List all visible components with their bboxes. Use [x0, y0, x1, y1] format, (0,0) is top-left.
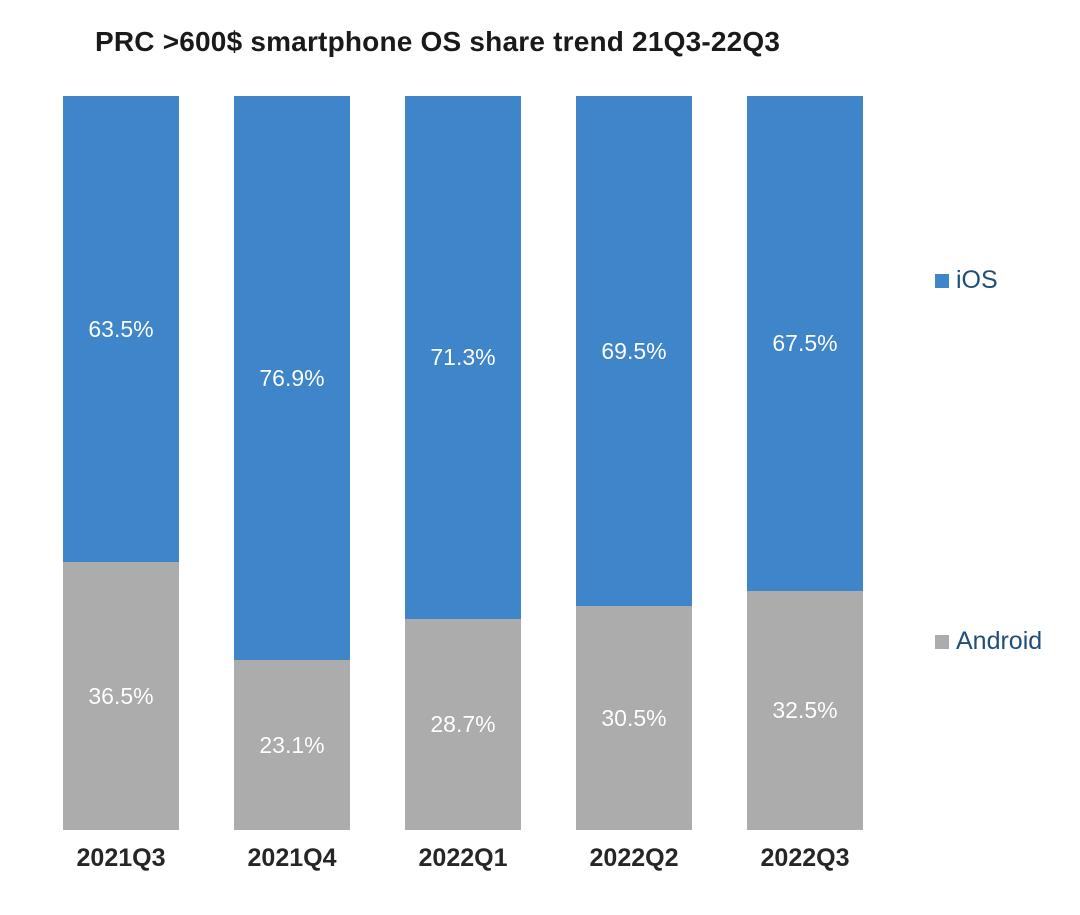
bar-segment-android: 30.5%	[576, 606, 692, 830]
bar-column: 76.9% 23.1% 2021Q4	[234, 96, 350, 886]
legend-item-ios: iOS	[935, 266, 998, 295]
bar-stack: 76.9% 23.1%	[234, 96, 350, 830]
bar-stack: 71.3% 28.7%	[405, 96, 521, 830]
bar-segment-ios: 69.5%	[576, 96, 692, 607]
bar-segment-android: 36.5%	[63, 562, 179, 830]
android-legend-swatch-icon	[935, 634, 949, 649]
bar-segment-ios: 67.5%	[747, 96, 863, 592]
legend: iOS Android	[935, 0, 1075, 915]
data-label: 67.5%	[772, 330, 838, 357]
category-label: 2021Q3	[76, 844, 166, 872]
category-label: 2022Q1	[418, 844, 508, 872]
data-label: 30.5%	[601, 704, 667, 731]
bar-column: 67.5% 32.5% 2022Q3	[747, 96, 863, 886]
bar-segment-ios: 76.9%	[234, 96, 350, 661]
bar-column: 71.3% 28.7% 2022Q1	[405, 96, 521, 886]
bar-stack: 69.5% 30.5%	[576, 96, 692, 830]
data-label: 36.5%	[88, 682, 154, 709]
bar-segment-android: 28.7%	[405, 619, 521, 830]
bar-segment-android: 32.5%	[747, 591, 863, 830]
data-label: 76.9%	[259, 364, 325, 391]
bar-stack: 67.5% 32.5%	[747, 96, 863, 830]
bar-column: 63.5% 36.5% 2021Q3	[63, 96, 179, 886]
bar-segment-android: 23.1%	[234, 660, 350, 830]
ios-legend-swatch-icon	[935, 273, 949, 288]
bar-segment-ios: 71.3%	[405, 96, 521, 620]
category-label: 2022Q2	[589, 844, 679, 872]
legend-item-android: Android	[935, 627, 1042, 656]
bars: 63.5% 36.5% 2021Q3 76.9% 23.1% 2021Q4 71.3% 28.…	[63, 96, 863, 886]
bar-segment-ios: 63.5%	[63, 96, 179, 563]
data-label: 32.5%	[772, 697, 838, 724]
data-label: 71.3%	[430, 344, 496, 371]
legend-label-ios: iOS	[956, 266, 998, 294]
bar-stack: 63.5% 36.5%	[63, 96, 179, 830]
data-label: 23.1%	[259, 731, 325, 758]
category-label: 2021Q4	[247, 844, 337, 872]
data-label: 63.5%	[88, 315, 154, 342]
bar-column: 69.5% 30.5% 2022Q2	[576, 96, 692, 886]
data-label: 69.5%	[601, 337, 667, 364]
legend-label-android: Android	[956, 627, 1043, 655]
chart-title: PRC >600$ smartphone OS share trend 21Q3…	[95, 26, 781, 57]
data-label: 28.7%	[430, 711, 496, 738]
category-label: 2022Q3	[760, 844, 850, 872]
